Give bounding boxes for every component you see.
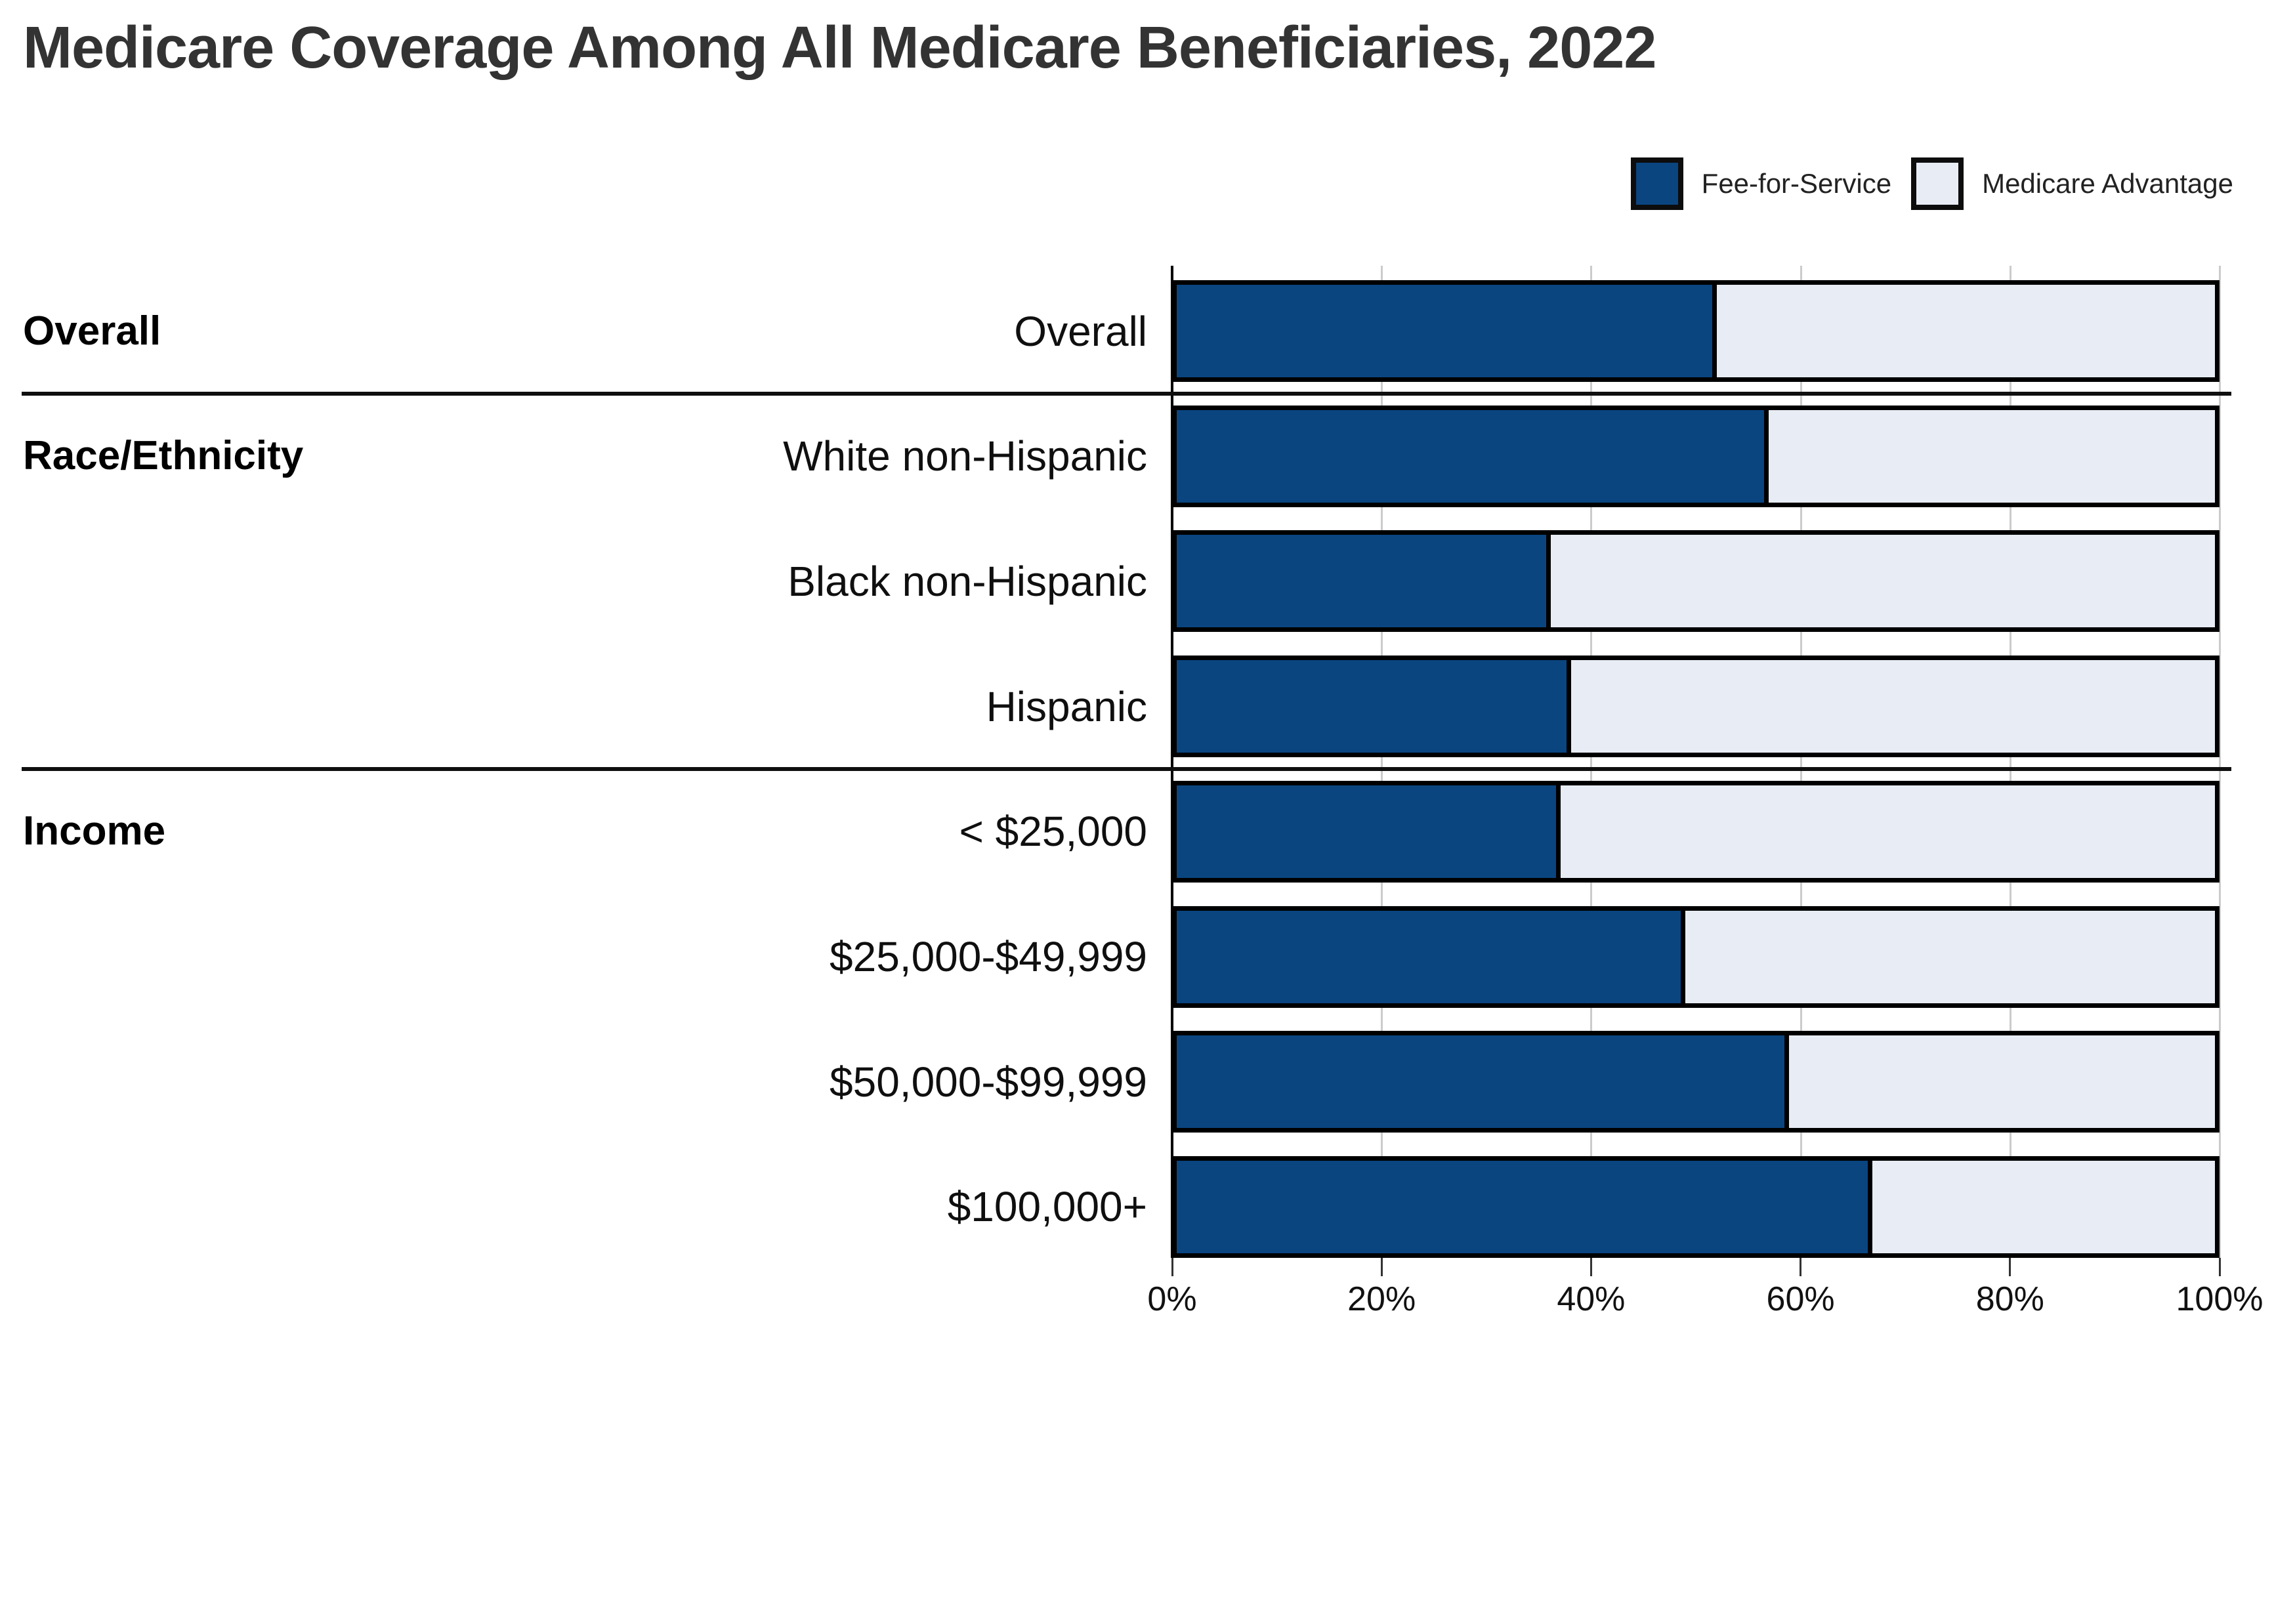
x-axis-baseline [1171,266,1173,1258]
bar-row-6 [1172,1031,2220,1133]
axis-tick-0% [1171,1258,1173,1276]
axis-tick-label-80%: 80% [1975,1280,2044,1318]
gridline-60% [1800,266,1802,1258]
row-label-4: < $25,000 [959,808,1148,856]
legend-item-fee-for-service: Fee-for-Service [1630,157,1892,210]
bar-segment-medicare-advantage [1716,285,2215,377]
legend: Fee-for-Service Medicare Advantage [1630,157,2233,210]
legend-swatch-fee-for-service-icon [1630,157,1683,210]
axis-tick-label-100%: 100% [2176,1280,2263,1318]
axis-tick-20% [1380,1258,1383,1276]
bar-row-5 [1172,906,2220,1008]
bar-segment-medicare-advantage [1685,910,2215,1003]
bar-segment-fee-for-service [1177,535,1551,628]
bar-row-0 [1172,280,2220,382]
axis-tick-80% [2009,1258,2011,1276]
axis-tick-label-0%: 0% [1147,1280,1197,1318]
section-label-income: Income [23,808,166,854]
gridline-100% [2219,266,2221,1258]
legend-swatch-medicare-advantage-icon [1911,157,1964,210]
row-label-5: $25,000-$49,999 [830,933,1147,980]
bar-segment-medicare-advantage [1561,785,2215,878]
bar-segment-medicare-advantage [1571,660,2215,753]
section-divider-above-income [22,766,2231,771]
row-label-7: $100,000+ [947,1183,1147,1231]
row-label-6: $50,000-$99,999 [830,1058,1147,1106]
bar-row-3 [1172,656,2220,758]
bar-segment-fee-for-service [1177,910,1686,1003]
bar-segment-medicare-advantage [1550,535,2215,628]
axis-tick-40% [1590,1258,1592,1276]
axis-tick-label-20%: 20% [1347,1280,1416,1318]
bar-row-2 [1172,530,2220,633]
gridline-80% [2009,266,2011,1258]
row-label-2: Black non-Hispanic [788,557,1147,605]
bar-segment-fee-for-service [1177,660,1572,753]
row-label-1: White non-Hispanic [783,432,1147,480]
axis-tick-label-60%: 60% [1766,1280,1835,1318]
bar-segment-fee-for-service [1177,1160,1872,1253]
legend-item-medicare-advantage: Medicare Advantage [1911,157,2233,210]
gridline-40% [1590,266,1593,1258]
bar-segment-medicare-advantage [1872,1160,2215,1253]
chart-title: Medicare Coverage Among All Medicare Ben… [23,15,1656,81]
section-label-overall: Overall [23,308,161,354]
row-label-3: Hispanic [986,682,1147,730]
bar-row-1 [1172,405,2220,507]
bar-row-4 [1172,780,2220,883]
legend-label-fee-for-service: Fee-for-Service [1701,168,1892,199]
bar-row-7 [1172,1156,2220,1258]
bar-segment-medicare-advantage [1768,409,2215,503]
bar-segment-fee-for-service [1177,285,1717,377]
bar-segment-medicare-advantage [1789,1035,2215,1129]
bar-segment-fee-for-service [1177,785,1561,878]
bar-segment-fee-for-service [1177,409,1769,503]
section-divider-above-race-ethnicity [22,391,2231,396]
gridline-20% [1381,266,1383,1258]
axis-tick-60% [1800,1258,1802,1276]
section-label-race-ethnicity: Race/Ethnicity [23,433,304,479]
legend-label-medicare-advantage: Medicare Advantage [1982,168,2233,199]
axis-tick-100% [2218,1258,2221,1276]
bar-segment-fee-for-service [1177,1035,1790,1129]
row-label-0: Overall [1014,307,1147,355]
axis-tick-label-40%: 40% [1557,1280,1626,1318]
